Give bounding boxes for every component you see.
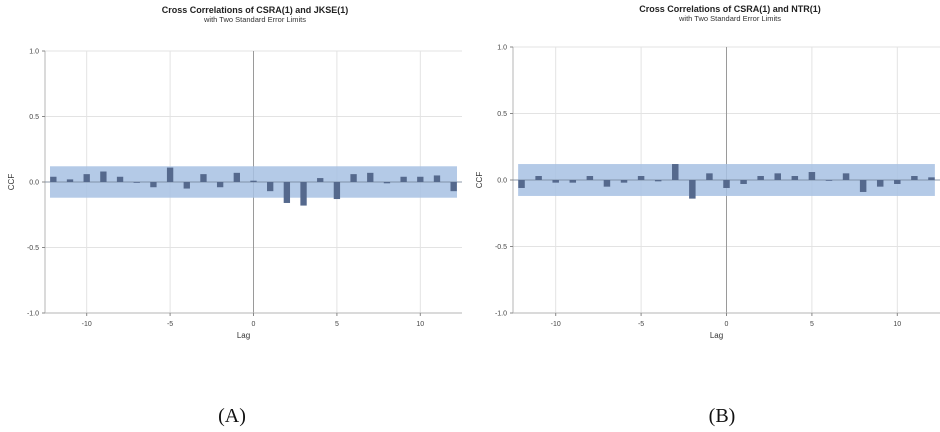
ccf-bar [383,182,391,184]
y-tick-label: 1.0 [29,49,39,56]
ccf-bar [100,171,107,182]
ccf-bar [200,174,207,182]
ccf-bar [433,175,441,182]
x-tick-label: -5 [167,321,173,328]
y-tick-label: -1.0 [27,311,39,318]
ccf-bar [654,180,662,182]
x-tick-label: 10 [416,321,424,328]
x-tick-label: 5 [810,321,814,328]
x-tick-label: 10 [893,321,901,328]
ccf-bar [367,172,374,182]
panel-label: (B) [709,405,736,427]
ccf-bar [876,180,884,187]
ccf-bar [233,172,240,182]
y-axis-label: CCF [475,172,484,189]
ccf-bar [83,174,90,182]
y-tick-label: -0.5 [27,245,39,252]
ccf-bar [774,173,781,180]
y-tick-label: 1.0 [497,45,507,52]
ccf-bar [116,176,124,182]
ccf-bar [586,176,594,180]
ccf-bar [689,180,696,199]
x-tick-label: -10 [82,321,92,328]
ccf-bar [672,164,679,180]
ccf-bar [66,179,74,182]
x-tick-label: 5 [335,321,339,328]
ccf-bar [400,176,407,182]
ccf-bar [166,167,174,182]
ccf-bar [911,176,918,180]
ccf-bar [894,180,901,184]
ccf-bar [825,180,833,181]
ccf-bar [791,176,799,180]
x-tick-label: -10 [551,321,561,328]
chart-title: Cross Correlations of CSRA(1) and NTR(1) [639,4,821,14]
y-tick-label: -1.0 [495,311,507,318]
ccf-bar [417,176,424,182]
ccf-bar [842,173,850,180]
ccf-bar [450,182,457,192]
panel-label: (A) [218,405,246,427]
ccf-bar [723,180,730,188]
x-tick-label: 0 [725,321,729,328]
y-tick-label: 0.0 [29,180,39,187]
ccf-bar [350,174,357,182]
y-tick-label: 0.0 [497,178,507,185]
chart-subtitle: with Two Standard Error Limits [203,15,306,24]
ccf-bar [757,176,764,180]
ccf-bar [283,182,291,203]
ccf-bar [637,176,645,180]
x-axis-label: Lag [710,331,723,340]
ccf-bar [267,182,274,192]
ccf-bar [859,180,867,192]
ccf-bar [216,182,224,188]
ccf-bar [569,180,577,183]
chart-b: Cross Correlations of CSRA(1) and NTR(1)… [475,4,940,427]
ccf-bar [317,178,324,182]
ccf-bar [620,180,628,183]
ccf-bar [50,176,57,182]
y-tick-label: 0.5 [497,111,507,118]
ccf-bar [928,177,935,180]
chart-subtitle: with Two Standard Error Limits [678,14,781,23]
ccf-bar [333,182,341,200]
y-tick-label: -0.5 [495,244,507,251]
y-axis-label: CCF [7,174,16,191]
ccf-bar [740,180,747,184]
ccf-bar [133,182,140,183]
chart-title: Cross Correlations of CSRA(1) and JKSE(1… [162,5,349,15]
ccf-bar [183,182,190,189]
ccf-bar [518,180,525,188]
ccf-bar [300,182,307,206]
ccf-bar [150,182,157,188]
x-axis-label: Lag [237,331,250,340]
x-tick-label: -5 [638,321,644,328]
x-tick-label: 0 [252,321,256,328]
ccf-bar [808,172,816,180]
ccf-bar [552,180,559,183]
ccf-bar [535,176,542,180]
chart-a: Cross Correlations of CSRA(1) and JKSE(1… [7,5,462,427]
ccf-bar [250,180,257,182]
y-tick-label: 0.5 [29,114,39,121]
ccf-bar [603,180,611,187]
ccf-bar [706,173,713,180]
